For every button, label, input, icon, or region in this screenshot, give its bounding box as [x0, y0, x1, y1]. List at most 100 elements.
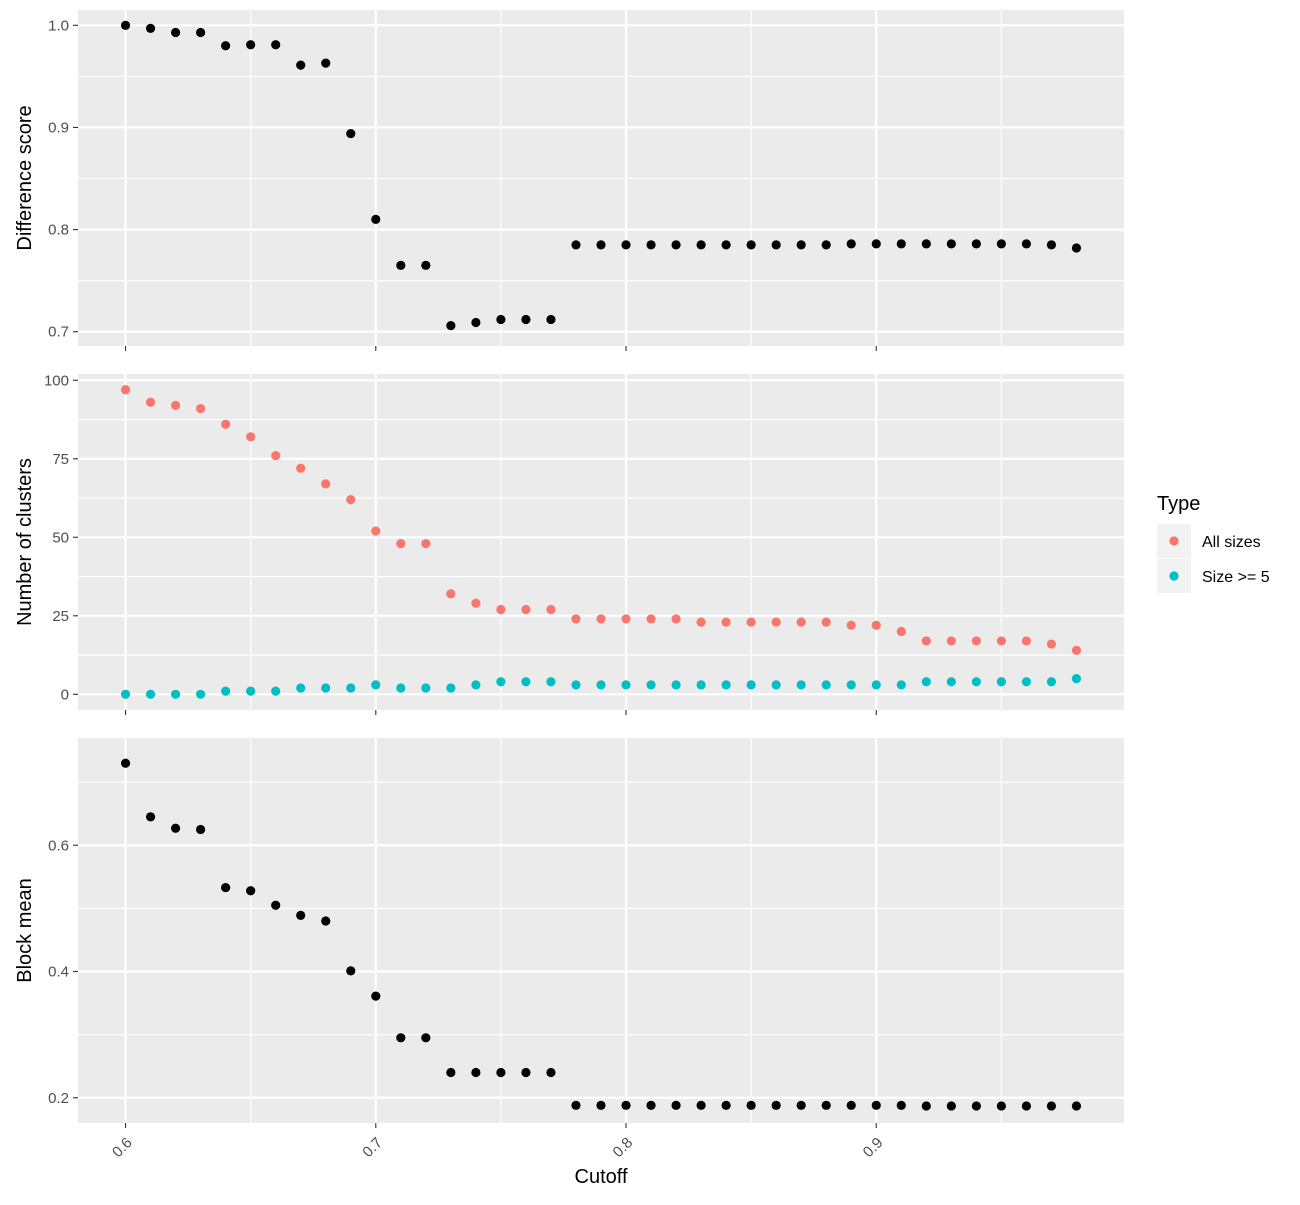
- data-point: [671, 240, 681, 250]
- data-point: [771, 1100, 781, 1110]
- data-point: [946, 1101, 956, 1111]
- y-tick-label: 0.9: [48, 119, 69, 136]
- data-point: [596, 240, 606, 250]
- data-point: [271, 686, 281, 696]
- x-tick-label: 0.8: [610, 1134, 637, 1161]
- y-tick-label: 25: [52, 608, 69, 625]
- data-point: [846, 620, 856, 630]
- x-tick-label: 0.6: [109, 1134, 136, 1161]
- data-point: [571, 1100, 581, 1110]
- legend-title: Type: [1157, 493, 1200, 515]
- y-axis-title: Block mean: [14, 878, 36, 983]
- data-point: [821, 617, 831, 627]
- data-point: [145, 23, 156, 33]
- data-point: [321, 58, 331, 68]
- y-axis-title: Number of clusters: [14, 458, 36, 626]
- data-point: [1021, 636, 1032, 646]
- data-point: [721, 240, 731, 250]
- data-point: [796, 680, 806, 690]
- data-point: [296, 463, 306, 473]
- x-tick-label: 0.7: [359, 1134, 386, 1161]
- data-point: [746, 680, 756, 690]
- data-point: [1046, 677, 1057, 687]
- data-point: [271, 40, 281, 50]
- data-point: [671, 1100, 681, 1110]
- data-point: [671, 614, 681, 624]
- data-point: [221, 419, 231, 429]
- data-point: [996, 677, 1006, 687]
- data-point: [471, 317, 481, 328]
- data-point: [1046, 1101, 1057, 1111]
- legend-label-2: Size >= 5: [1202, 569, 1270, 586]
- y-tick-label: 0.4: [48, 964, 69, 981]
- data-point: [421, 260, 431, 270]
- data-point: [571, 614, 581, 624]
- data-point: [421, 538, 431, 549]
- data-point: [871, 680, 881, 690]
- data-point: [346, 128, 356, 139]
- data-point: [646, 614, 656, 624]
- data-point: [271, 900, 281, 910]
- legend-label-1: All sizes: [1202, 534, 1261, 551]
- data-point: [1071, 243, 1082, 253]
- data-point: [546, 677, 556, 687]
- data-point: [646, 1100, 656, 1110]
- data-point: [946, 677, 956, 687]
- legend-key-2: [1169, 571, 1179, 581]
- data-point: [871, 239, 881, 249]
- data-point: [771, 240, 781, 250]
- data-point: [721, 1100, 731, 1110]
- data-point: [971, 636, 981, 646]
- data-point: [120, 689, 131, 699]
- data-point: [646, 240, 656, 250]
- data-point: [496, 604, 506, 615]
- data-point: [321, 916, 331, 926]
- data-point: [170, 27, 181, 38]
- data-point: [1021, 239, 1032, 249]
- data-point: [796, 1100, 806, 1110]
- data-point: [321, 683, 331, 693]
- data-point: [996, 636, 1006, 646]
- data-point: [296, 683, 306, 693]
- data-point: [821, 240, 831, 250]
- data-point: [696, 240, 706, 250]
- data-point: [196, 27, 206, 38]
- data-point: [496, 1067, 506, 1078]
- data-point: [521, 677, 531, 687]
- data-point: [1021, 1101, 1032, 1111]
- data-point: [221, 882, 231, 893]
- data-point: [671, 680, 681, 690]
- data-point: [546, 604, 556, 615]
- data-point: [145, 397, 156, 407]
- data-point: [371, 526, 381, 536]
- data-point: [421, 1033, 431, 1043]
- x-tick-label: 0.9: [860, 1134, 887, 1161]
- data-point: [971, 677, 981, 687]
- data-point: [921, 636, 931, 646]
- data-point: [921, 1101, 931, 1111]
- data-point: [646, 680, 656, 690]
- data-point: [321, 479, 331, 489]
- data-point: [396, 683, 406, 693]
- data-point: [871, 620, 881, 630]
- legend-key-1: [1169, 536, 1179, 546]
- data-point: [521, 604, 531, 615]
- data-point: [170, 400, 181, 411]
- data-point: [896, 680, 906, 690]
- data-point: [771, 680, 781, 690]
- data-point: [496, 314, 506, 325]
- data-point: [971, 1101, 981, 1111]
- data-point: [196, 824, 206, 835]
- data-point: [221, 686, 231, 696]
- data-point: [346, 966, 356, 976]
- y-tick-label: 0.2: [48, 1090, 69, 1107]
- data-point: [471, 1067, 481, 1078]
- data-point: [946, 239, 956, 249]
- data-point: [596, 614, 606, 624]
- data-point: [696, 1100, 706, 1110]
- data-point: [145, 812, 156, 822]
- data-point: [296, 60, 306, 70]
- data-point: [1046, 240, 1057, 250]
- y-tick-label: 50: [52, 529, 69, 546]
